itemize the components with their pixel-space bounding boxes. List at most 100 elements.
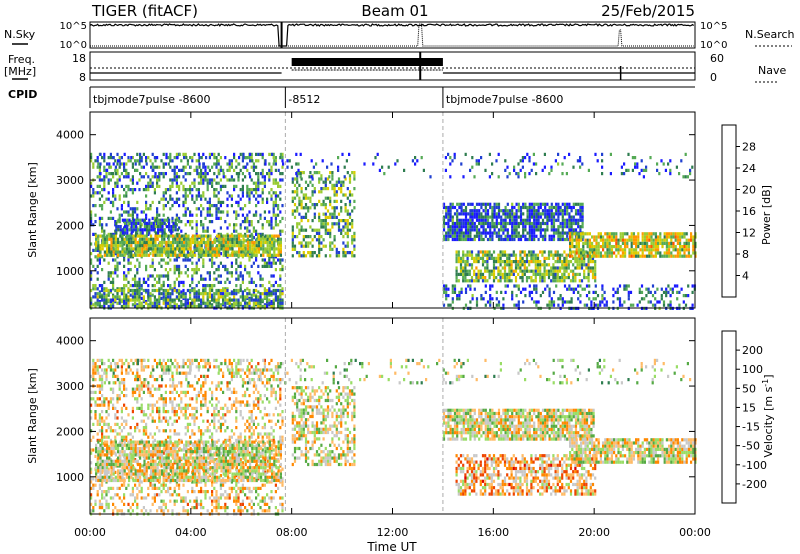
heatmap-cell-0 <box>200 210 203 214</box>
heatmap-cell-4 <box>348 193 352 197</box>
heatmap-cell-6 <box>481 276 485 280</box>
heatmap-cell-1 <box>266 237 269 241</box>
heatmap-cell-2 <box>268 288 271 293</box>
heatmap-cell-0 <box>252 226 255 230</box>
heatmap-cell-7 <box>652 241 655 245</box>
heatmap-cell-3 <box>176 228 179 232</box>
heatmap-cell-0 <box>136 268 139 272</box>
heatmap-cell-8 <box>574 287 578 291</box>
heatmap-cell-4 <box>293 244 297 248</box>
heatmap-cell-0 <box>182 303 185 307</box>
heatmap-cell-5 <box>484 228 487 232</box>
heatmap-cell-0 <box>215 181 218 185</box>
heatmap-cell-0 <box>186 162 189 166</box>
heatmap-cell-0 <box>158 287 161 291</box>
heatmap-cell-1 <box>178 244 181 248</box>
heatmap-cell-1 <box>132 237 135 241</box>
heatmap-cell-6 <box>552 269 555 273</box>
heatmap-cell-0 <box>173 268 176 272</box>
heatmap-cell-8 <box>489 297 492 301</box>
heatmap-cell-1 <box>95 237 98 241</box>
heatmap-cell-0 <box>103 178 106 182</box>
heatmap-cell-5 <box>572 205 575 210</box>
heatmap-cell-1 <box>101 240 104 245</box>
heatmap-cell-7 <box>692 241 695 245</box>
heatmap-cell-5 <box>491 225 494 229</box>
heatmap-cell-4 <box>320 177 323 181</box>
heatmap-cell-5 <box>581 221 584 226</box>
heatmap-cell-0 <box>235 271 238 275</box>
heatmap-cell-9 <box>601 172 604 176</box>
heatmap-cell-2 <box>219 295 222 299</box>
heatmap-cell-5 <box>546 228 549 232</box>
heatmap-cell-2 <box>222 298 225 302</box>
heatmap-cell-0 <box>184 172 187 176</box>
heatmap-cell-0 <box>237 277 240 281</box>
heatmap-cell-4 <box>342 247 345 251</box>
heatmap-cell-5 <box>526 231 529 235</box>
heatmap-cell-5 <box>453 225 457 229</box>
heatmap-cell-9 <box>196 172 199 176</box>
heatmap-cell-1 <box>262 240 265 245</box>
heatmap-cell-7 <box>586 251 589 255</box>
heatmap-cell-0 <box>98 197 101 201</box>
heatmap-cell-7 <box>637 238 640 242</box>
heatmap-cell-0 <box>94 365 97 369</box>
heatmap-cell-5 <box>522 225 525 229</box>
heatmap-cell-8 <box>588 297 591 301</box>
heatmap-cell-0 <box>134 280 137 284</box>
heatmap-cell-6 <box>558 260 562 264</box>
heatmap-cell-5 <box>524 237 527 242</box>
heatmap-cell-7 <box>679 248 682 252</box>
heatmap-cell-0 <box>94 499 97 503</box>
heatmap-cell-4 <box>322 180 325 184</box>
heatmap-cell-2 <box>101 304 104 309</box>
heatmap-cell-3 <box>148 221 151 225</box>
heatmap-cell-6 <box>556 256 559 260</box>
heatmap-cell-0 <box>182 284 185 288</box>
heatmap-cell-7 <box>571 232 574 236</box>
heatmap-cell-9 <box>506 175 509 179</box>
heatmap-cell-5 <box>449 228 452 232</box>
heatmap-cell-2 <box>213 298 216 302</box>
heatmap-cell-5 <box>484 209 487 213</box>
heatmap-cell-6 <box>525 269 529 273</box>
heatmap-cell-0 <box>237 264 240 268</box>
heatmap-cell-0 <box>98 216 101 220</box>
heatmap-cell-0 <box>189 184 192 188</box>
power-ylabel: Slant Range [km] <box>26 162 39 258</box>
heatmap-cell-0 <box>112 271 115 275</box>
heatmap-cell-2 <box>226 298 229 302</box>
heatmap-cell-5 <box>482 218 485 222</box>
heatmap-cell-0 <box>189 284 192 288</box>
heatmap-cell-4 <box>302 171 305 175</box>
heatmap-cell-1 <box>136 253 139 257</box>
heatmap-cell-1 <box>147 237 150 241</box>
heatmap-cell-0 <box>169 165 172 169</box>
heatmap-cell-0 <box>261 181 264 185</box>
heatmap-cell-3 <box>157 225 160 229</box>
heatmap-cell-2 <box>147 304 150 309</box>
heatmap-cell-5 <box>489 231 492 235</box>
heatmap-cell-0 <box>277 213 280 217</box>
heatmap-cell-0 <box>270 303 273 307</box>
heatmap-cell-1 <box>103 240 106 245</box>
heatmap-cell-1 <box>233 253 236 257</box>
heatmap-cell-0 <box>140 165 143 169</box>
heatmap-cell-5 <box>449 212 452 216</box>
heatmap-cell-5 <box>451 231 454 235</box>
heatmap-cell-0 <box>219 200 222 204</box>
heatmap-cell-2 <box>233 298 236 302</box>
heatmap-cell-6 <box>455 256 458 260</box>
heatmap-cell-5 <box>515 209 518 213</box>
heatmap-cell-1 <box>130 240 133 245</box>
heatmap-cell-4 <box>291 212 294 216</box>
heatmap-cell-1 <box>251 244 254 248</box>
heatmap-cell-7 <box>584 241 587 245</box>
heatmap-cell-6 <box>591 250 595 254</box>
heatmap-cell-1 <box>218 234 221 238</box>
heatmap-cell-2 <box>129 298 132 302</box>
heatmap-cell-8 <box>515 303 518 307</box>
heatmap-cell-8 <box>594 290 597 294</box>
heatmap-cell-6 <box>552 276 555 280</box>
